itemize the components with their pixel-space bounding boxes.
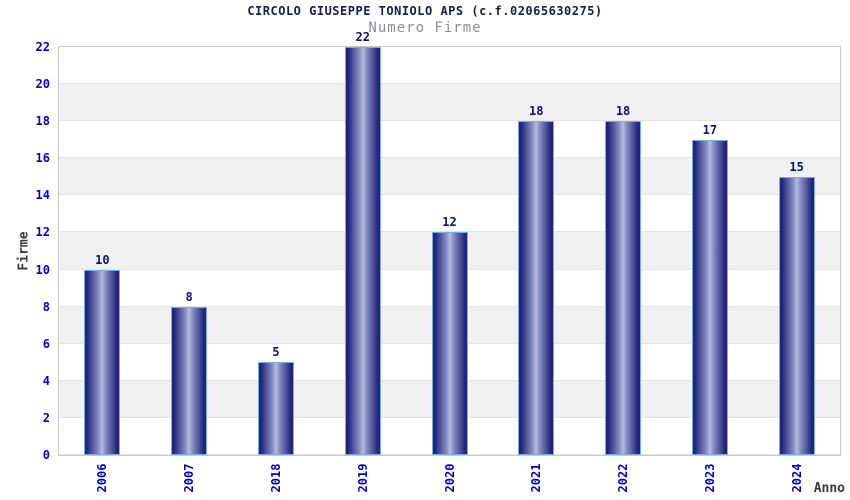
- bar-value-label: 5: [272, 345, 280, 359]
- x-tick-label: 2023: [702, 463, 717, 493]
- y-tick-label: 8: [42, 299, 50, 314]
- y-tick-label: 0: [42, 448, 50, 462]
- x-tick-label: 2018: [268, 463, 283, 493]
- chart-subtitle: Numero Firme: [368, 20, 482, 36]
- bar-value-label: 18: [529, 104, 544, 118]
- y-tick-label: 12: [35, 225, 50, 240]
- bar-value-label: 12: [442, 215, 457, 229]
- plot-band: [59, 47, 840, 85]
- y-tick-label: 20: [35, 77, 50, 92]
- bar-2018: [257, 362, 294, 455]
- bar-value-label: 10: [95, 253, 110, 267]
- x-tick-label: 2019: [355, 463, 370, 493]
- bar-value-label: 8: [185, 290, 193, 304]
- bar-value-label: 18: [615, 104, 631, 118]
- y-tick-label: 14: [35, 188, 50, 203]
- bar-value-label: 15: [789, 160, 804, 174]
- bar-value-label: 22: [355, 30, 370, 44]
- chart-title: CIRCOLO GIUSEPPE TONIOLO APS (c.f.020656…: [247, 4, 603, 18]
- x-axis-title: Anno: [813, 481, 845, 496]
- y-tick-label: 10: [35, 262, 50, 277]
- bar-value-label: 17: [702, 123, 718, 137]
- y-tick-label: 22: [35, 40, 50, 54]
- y-tick-label: 16: [35, 151, 50, 166]
- plot-band: [59, 121, 840, 159]
- x-tick-label: 2007: [182, 463, 197, 493]
- bar-2006: [84, 270, 121, 455]
- bar-2024: [778, 177, 815, 455]
- bar-2023: [691, 140, 728, 455]
- plot-band: [59, 84, 840, 122]
- x-tick-label: 2024: [789, 463, 804, 493]
- y-tick-label: 2: [42, 410, 50, 425]
- bar-2022: [605, 121, 642, 455]
- plot-area: [58, 46, 841, 456]
- y-tick-label: 6: [42, 336, 50, 351]
- bar-2019: [344, 47, 381, 455]
- bar-2020: [431, 232, 468, 455]
- y-tick-label: 4: [42, 373, 50, 388]
- x-tick-label: 2021: [529, 463, 544, 493]
- bar-2007: [171, 307, 208, 455]
- x-tick-label: 2022: [616, 463, 631, 493]
- x-tick-label: 2006: [95, 463, 110, 493]
- y-tick-label: 18: [35, 114, 50, 129]
- bar-2021: [518, 121, 555, 455]
- x-tick-label: 2020: [442, 463, 457, 493]
